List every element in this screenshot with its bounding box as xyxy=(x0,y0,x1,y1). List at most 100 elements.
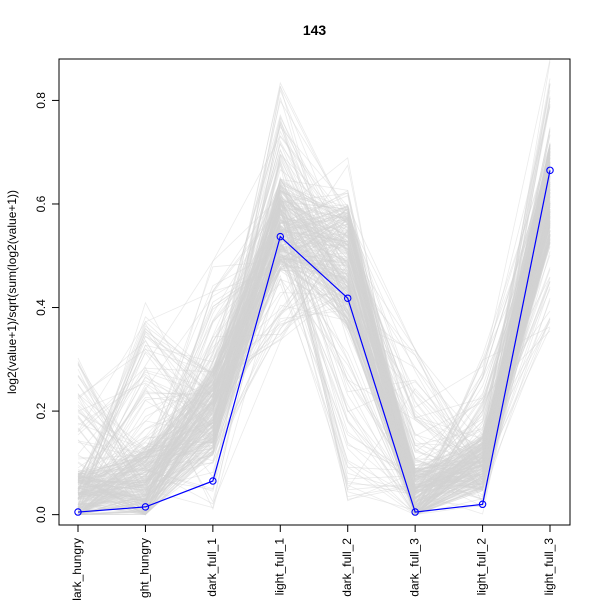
background-line xyxy=(77,175,551,515)
background-line xyxy=(77,150,551,515)
background-line xyxy=(77,176,551,507)
background-line xyxy=(77,208,551,505)
background-line xyxy=(77,129,551,490)
background-line xyxy=(77,135,551,499)
background-line xyxy=(77,157,551,507)
background-line xyxy=(77,232,551,515)
background-line xyxy=(77,157,551,495)
background-line xyxy=(77,105,551,515)
background-line xyxy=(77,166,551,480)
background-line xyxy=(77,134,551,514)
background-line xyxy=(77,147,551,516)
background-line xyxy=(77,188,551,515)
background-line xyxy=(77,169,551,515)
background-line xyxy=(77,78,551,483)
background-line xyxy=(77,135,551,497)
background-line xyxy=(77,81,551,491)
x-tick-label-light_full_3: light_full_3 xyxy=(542,538,556,596)
background-line xyxy=(77,201,551,516)
background-line xyxy=(77,224,551,513)
background-line xyxy=(77,188,551,515)
background-line xyxy=(77,106,551,495)
background-line xyxy=(77,178,551,492)
background-line xyxy=(77,143,551,515)
background-line xyxy=(77,122,551,516)
background-line xyxy=(77,189,551,515)
background-line xyxy=(77,196,551,516)
x-axis: dark_hungry ght_hungry dark_full_1 light_fu… xyxy=(70,525,556,600)
background-line xyxy=(77,126,551,509)
plot-frame xyxy=(58,58,571,526)
background-line xyxy=(77,144,551,514)
background-line xyxy=(77,174,551,509)
background-line xyxy=(77,182,551,516)
background-line xyxy=(77,200,551,503)
background-line xyxy=(77,143,551,510)
background-line xyxy=(77,223,551,507)
background-line xyxy=(77,146,551,494)
y-axis: 0.0 0.2 0.4 0.6 0.8 xyxy=(34,92,59,523)
background-line xyxy=(77,166,551,516)
background-line xyxy=(77,217,551,501)
background-line xyxy=(77,183,551,483)
background-line xyxy=(77,206,551,489)
background-line xyxy=(77,201,551,515)
x-tick-label-dark_full_2: dark_full_2 xyxy=(340,538,354,597)
background-line xyxy=(77,139,551,504)
background-line xyxy=(77,162,551,494)
background-line xyxy=(77,146,551,499)
background-line xyxy=(77,159,551,515)
background-line xyxy=(77,149,551,489)
background-line xyxy=(77,144,551,491)
background-line xyxy=(77,183,551,455)
background-line xyxy=(77,164,551,489)
background-line xyxy=(77,167,551,501)
background-line xyxy=(77,171,551,513)
background-line xyxy=(77,128,551,515)
background-line xyxy=(77,234,551,516)
background-line xyxy=(77,234,551,494)
background-line xyxy=(77,144,551,515)
background-line xyxy=(77,267,551,493)
background-line xyxy=(77,97,551,516)
background-line xyxy=(77,192,551,494)
background-line xyxy=(77,195,551,514)
background-line xyxy=(77,211,551,508)
background-line xyxy=(77,188,551,499)
background-line xyxy=(77,215,551,510)
background-line xyxy=(77,189,551,516)
background-line xyxy=(77,228,551,504)
background-line xyxy=(77,177,551,509)
background-line xyxy=(77,101,551,501)
background-line xyxy=(77,156,551,498)
background-line xyxy=(77,189,551,488)
y-tick-label: 0.6 xyxy=(34,195,48,212)
background-line xyxy=(77,113,551,516)
background-line xyxy=(77,150,551,499)
background-line xyxy=(77,130,551,515)
background-line xyxy=(77,147,551,502)
background-line xyxy=(77,205,551,499)
background-line xyxy=(77,221,551,510)
background-line xyxy=(77,187,551,501)
background-line xyxy=(77,90,551,499)
background-line xyxy=(77,154,551,492)
background-line xyxy=(77,145,551,515)
background-line xyxy=(77,196,551,516)
background-line xyxy=(77,199,551,507)
background-line xyxy=(77,152,551,511)
data-point-dark_full_1 xyxy=(209,477,217,485)
background-line xyxy=(77,181,551,503)
data-point-light_full_1 xyxy=(276,232,285,241)
y-tick-label: 0.2 xyxy=(34,402,48,419)
background-line xyxy=(77,219,551,513)
background-line xyxy=(77,189,551,500)
series-line xyxy=(77,170,551,513)
background-line xyxy=(77,209,551,481)
background-line xyxy=(77,163,551,515)
background-line xyxy=(77,144,551,494)
background-line xyxy=(77,103,551,516)
background-line xyxy=(77,203,551,515)
background-line xyxy=(77,185,551,512)
background-line xyxy=(77,235,551,493)
